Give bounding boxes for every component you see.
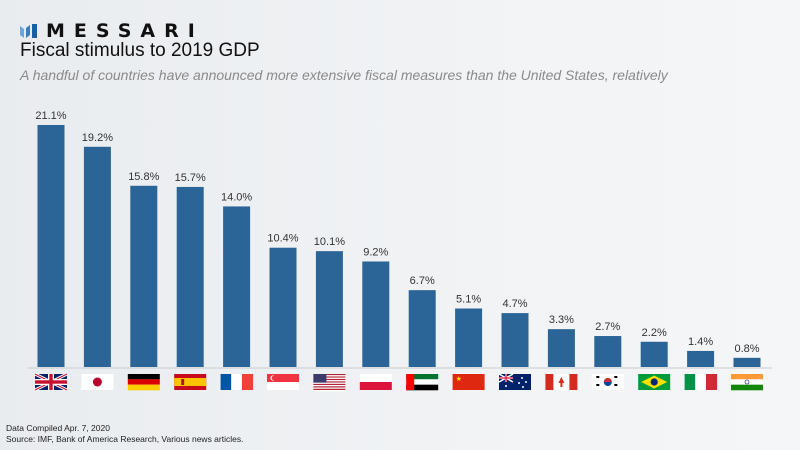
bar-poland	[362, 261, 390, 367]
data-label: 15.7%	[175, 172, 206, 184]
brand-name: MESSARI	[46, 20, 204, 42]
data-label: 9.2%	[363, 246, 388, 258]
data-label: 10.1%	[314, 236, 345, 248]
japan-flag-icon	[81, 374, 114, 390]
data-label: 4.7%	[502, 298, 527, 310]
south-korea-flag-icon	[591, 374, 624, 390]
bar-singapore	[269, 247, 297, 367]
uk-flag-icon	[34, 372, 68, 392]
bar-uae	[408, 290, 436, 367]
bar-india	[733, 357, 761, 367]
china-flag-icon: ★	[452, 374, 485, 390]
italy-flag-icon	[684, 374, 718, 390]
data-compiled-note: Data Compiled Apr. 7, 2020	[6, 423, 110, 433]
germany-flag-icon	[127, 374, 160, 391]
bar-germany	[130, 185, 158, 367]
brazil-flag-icon	[638, 374, 671, 390]
data-label: 14.0%	[221, 191, 252, 203]
source-note: Source: IMF, Bank of America Research, V…	[6, 434, 244, 444]
data-label: 21.1%	[35, 110, 66, 122]
uae-flag-icon	[406, 374, 439, 391]
bar-china	[455, 308, 483, 367]
chart-title: Fiscal stimulus to 2019 GDP	[20, 40, 260, 61]
data-label: 3.3%	[549, 314, 574, 326]
data-label: 2.7%	[595, 321, 620, 333]
bar-italy	[687, 350, 715, 367]
data-label: 5.1%	[456, 294, 481, 306]
india-flag-icon	[731, 374, 763, 391]
bar-canada	[547, 329, 575, 367]
messari-logo-icon	[20, 24, 37, 38]
singapore-flag-icon	[267, 374, 299, 390]
data-label: 0.8%	[734, 343, 759, 355]
bar-australia	[501, 313, 529, 367]
bar-japan	[83, 146, 111, 367]
bar-uk	[37, 125, 65, 367]
messari-logo: MESSARI	[20, 20, 204, 42]
france-flag-icon	[220, 374, 254, 390]
data-label: 6.7%	[410, 275, 435, 287]
poland-flag-icon	[359, 374, 392, 390]
data-label: 19.2%	[82, 132, 113, 144]
spain-flag-icon	[174, 374, 207, 390]
usa-flag-icon	[313, 374, 346, 392]
footer: Data Compiled Apr. 7, 2020 Source: IMF, …	[6, 423, 243, 445]
bar-spain	[176, 186, 204, 367]
svg-text:★: ★	[456, 375, 462, 383]
chart-subtitle: A handful of countries have announced mo…	[20, 67, 668, 83]
data-label: 1.4%	[688, 336, 713, 348]
australia-flag-icon	[498, 373, 531, 390]
canada-flag-icon	[545, 374, 578, 390]
bar-france	[223, 206, 251, 367]
bar-brazil	[640, 341, 668, 367]
data-label: 15.8%	[128, 171, 159, 183]
bar-south-korea	[594, 336, 622, 367]
data-label: 2.2%	[642, 327, 667, 339]
data-label: 10.4%	[267, 233, 298, 245]
bar-usa	[315, 251, 343, 367]
